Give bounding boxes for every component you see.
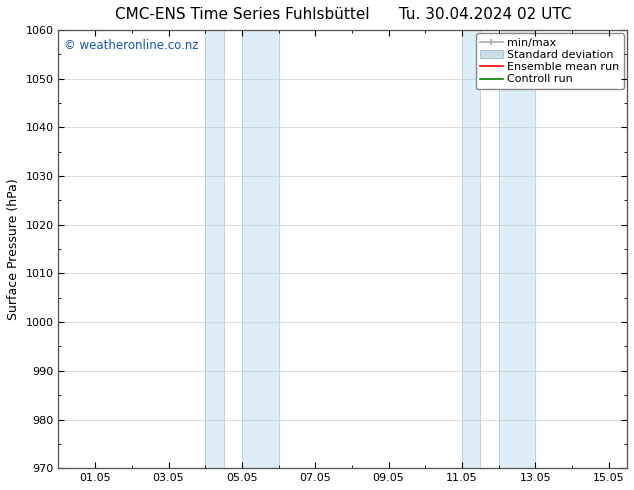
- Y-axis label: Surface Pressure (hPa): Surface Pressure (hPa): [7, 178, 20, 320]
- Bar: [462, 30, 481, 468]
- Text: © weatheronline.co.nz: © weatheronline.co.nz: [64, 39, 198, 52]
- Bar: [205, 30, 224, 468]
- Bar: [499, 30, 535, 468]
- Bar: [242, 30, 278, 468]
- Title: CMC-ENS Time Series Fuhlsbüttel      Tu. 30.04.2024 02 UTC: CMC-ENS Time Series Fuhlsbüttel Tu. 30.0…: [115, 7, 571, 22]
- Legend: min/max, Standard deviation, Ensemble mean run, Controll run: min/max, Standard deviation, Ensemble me…: [476, 33, 624, 89]
